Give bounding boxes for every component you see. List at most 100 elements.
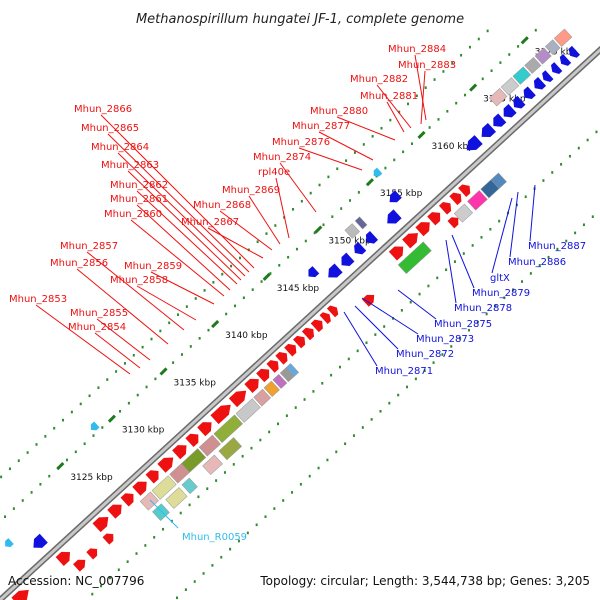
guide-dot — [101, 426, 104, 429]
guide-dot — [347, 357, 350, 361]
gene-label-Mhun_2854[interactable]: Mhun_2854 — [68, 322, 126, 333]
guide-dot — [141, 345, 144, 349]
gene-label-Mhun_2887[interactable]: Mhun_2887 — [528, 241, 586, 252]
gene-label-Mhun_2855[interactable]: Mhun_2855 — [70, 308, 128, 319]
gene-label-Mhun_2857[interactable]: Mhun_2857 — [60, 241, 118, 252]
gene-label-Mhun_2878[interactable]: Mhun_2878 — [454, 303, 512, 314]
guide-dot — [79, 402, 82, 406]
gene-label-Mhun_2876[interactable]: Mhun_2876 — [272, 137, 330, 148]
gene-label-Mhun_2875[interactable]: Mhun_2875 — [434, 319, 492, 330]
guide-dot — [437, 118, 440, 121]
guide-dot — [327, 175, 330, 179]
gene-label-Mhun_2859[interactable]: Mhun_2859 — [124, 261, 182, 272]
feature-track — [5, 28, 581, 600]
gene-label-rpl40e[interactable]: rpl40e — [258, 167, 290, 178]
gene-label-Mhun_2862[interactable]: Mhun_2862 — [110, 180, 168, 191]
gene-label-gltX[interactable]: gltX — [490, 273, 510, 284]
gene-label-Mhun_2861[interactable]: Mhun_2861 — [110, 194, 168, 205]
forward-gene — [197, 422, 212, 437]
gene-label-Mhun_2868[interactable]: Mhun_2868 — [193, 200, 251, 211]
guide-dot — [380, 126, 383, 130]
guide-dot — [241, 454, 244, 458]
guide-dot — [582, 223, 585, 227]
gene-label-Mhun_2872[interactable]: Mhun_2872 — [396, 349, 454, 360]
forward-gene — [210, 404, 231, 425]
gene-label-Mhun_2864[interactable]: Mhun_2864 — [91, 142, 149, 153]
guide-dot — [481, 77, 484, 81]
tick-mark — [520, 36, 529, 45]
gene-label-Mhun_2869[interactable]: Mhun_2869 — [222, 185, 280, 196]
gene-label-Mhun_2856[interactable]: Mhun_2856 — [50, 258, 108, 269]
gene-label-Mhun_2879[interactable]: Mhun_2879 — [472, 288, 530, 299]
gene-label-Mhun_2867[interactable]: Mhun_2867 — [181, 217, 239, 228]
guide-dot — [335, 450, 338, 454]
guide-dot — [251, 288, 254, 291]
guide-dot — [153, 536, 156, 539]
reverse-gene — [513, 95, 526, 109]
forward-cog-box — [467, 190, 488, 211]
guide-dot — [427, 284, 430, 288]
guide-dot — [287, 255, 290, 259]
guide-dot — [442, 70, 445, 73]
forward-gene — [266, 360, 279, 373]
forward-gene — [244, 378, 259, 393]
gene-label-Mhun_2873[interactable]: Mhun_2873 — [416, 334, 474, 345]
guide-dot — [415, 94, 418, 98]
guide-dot — [467, 328, 470, 332]
gene-label-Mhun_2874[interactable]: Mhun_2874 — [253, 152, 311, 163]
guide-dot — [26, 451, 29, 454]
gene-label-Mhun_2860[interactable]: Mhun_2860 — [104, 209, 162, 220]
guide-dot — [202, 572, 205, 575]
gene-label-Mhun_2883[interactable]: Mhun_2883 — [398, 60, 456, 71]
guide-line — [176, 215, 594, 600]
gene-label-Mhun_2866[interactable]: Mhun_2866 — [74, 104, 132, 115]
guide-dot — [338, 365, 341, 369]
guide-dot — [436, 276, 439, 280]
gene-label-Mhun_2853[interactable]: Mhun_2853 — [9, 294, 67, 305]
guide-dot — [30, 491, 33, 494]
gene-label-Mhun_2865[interactable]: Mhun_2865 — [81, 123, 139, 134]
gene-label-Mhun_R0059[interactable]: Mhun_R0059 — [182, 532, 247, 543]
guide-dot — [300, 199, 303, 203]
gene-label-Mhun_2877[interactable]: Mhun_2877 — [292, 121, 350, 132]
tick-mark — [365, 178, 374, 187]
forward-gene — [427, 212, 441, 226]
gene-label-Mhun_2871[interactable]: Mhun_2871 — [375, 366, 433, 377]
guide-dot — [172, 361, 175, 364]
guide-dot — [21, 499, 24, 502]
guide-dot — [356, 349, 359, 353]
guide-dot — [106, 378, 109, 381]
guide-dot — [259, 438, 262, 442]
guide-dot — [269, 272, 272, 275]
rna-gene — [90, 421, 100, 431]
forward-gene — [157, 457, 174, 473]
forward-gene — [185, 433, 199, 448]
guide-dot — [193, 580, 196, 583]
leader-line — [376, 84, 412, 129]
guide-dot — [322, 223, 325, 227]
guide-dot — [460, 53, 463, 57]
guide-dot — [256, 240, 259, 244]
guide-dot — [512, 288, 515, 291]
gene-label-Mhun_2884[interactable]: Mhun_2884 — [388, 44, 446, 55]
forward-gene — [92, 516, 109, 533]
gene-label-Mhun_2882[interactable]: Mhun_2882 — [350, 74, 408, 85]
gene-label-Mhun_2881[interactable]: Mhun_2881 — [360, 91, 418, 102]
guide-dot — [409, 300, 412, 304]
guide-dot — [194, 297, 197, 300]
gene-label-Mhun_2880[interactable]: Mhun_2880 — [310, 106, 368, 117]
guide-dot — [127, 401, 130, 405]
gene-label-Mhun_2886[interactable]: Mhun_2886 — [508, 257, 566, 268]
guide-dot — [185, 305, 188, 308]
gene-label-Mhun_2863[interactable]: Mhun_2863 — [101, 160, 159, 171]
forward-gene — [256, 368, 270, 383]
forward-gene — [275, 352, 288, 365]
tick-label: 3130 kbp — [122, 426, 165, 436]
gene-label-Mhun_2858[interactable]: Mhun_2858 — [110, 275, 168, 286]
forward-gene — [284, 343, 297, 357]
guide-dot — [398, 110, 401, 114]
guide-dot — [242, 296, 245, 300]
guide-dot — [211, 564, 214, 567]
guide-dot — [229, 547, 232, 551]
guide-dot — [303, 398, 306, 401]
